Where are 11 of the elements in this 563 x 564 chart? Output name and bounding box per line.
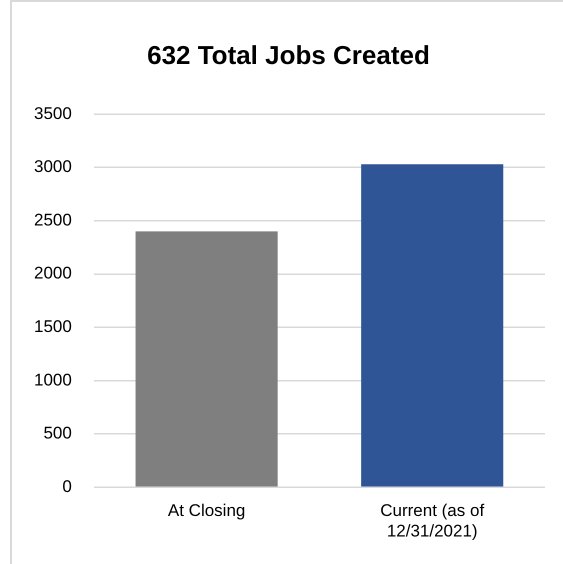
x-tick-label: Current (as of 12/31/2021) xyxy=(380,501,484,540)
chart-title: 632 Total Jobs Created xyxy=(146,40,431,71)
y-tick-label: 1000 xyxy=(34,370,72,390)
y-tick-label: 1500 xyxy=(34,317,72,336)
y-tick-label: 3000 xyxy=(34,157,72,176)
y-tick-label: 0 xyxy=(62,476,72,496)
y-tick-label: 2000 xyxy=(34,264,72,283)
y-tick-label: 3500 xyxy=(34,104,72,123)
y-tick-label: 500 xyxy=(43,424,72,443)
x-tick-label: At Closing xyxy=(168,501,246,520)
y-tick-label: 2500 xyxy=(34,210,72,230)
